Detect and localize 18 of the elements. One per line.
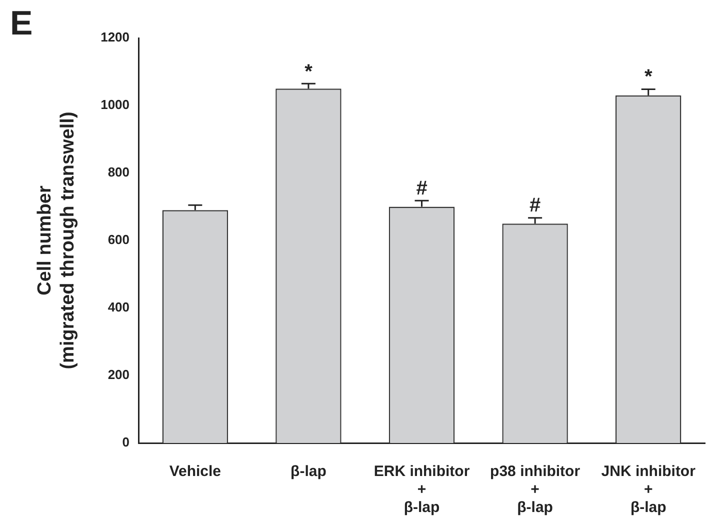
x-tick-label: ERK inhibitor + β-lap [374, 463, 470, 516]
x-tick-label: β-lap [290, 463, 326, 480]
text: E [10, 4, 33, 42]
annotation: # [529, 194, 541, 216]
y-tick-label: 600 [108, 232, 130, 248]
y-tick-label: 400 [108, 300, 130, 315]
y-tick-label: 1000 [100, 97, 130, 112]
x-tick-label: Vehicle [169, 463, 222, 480]
y-tick-label: 0 [122, 434, 130, 450]
annotation: # [416, 178, 428, 200]
y-axis-title: Cell number (migrated through transwell) [34, 112, 78, 370]
x-tick-label: p38 inhibitor + β-lap [490, 463, 580, 516]
annotation: * [304, 61, 313, 84]
y-tick-label: 1200 [100, 30, 130, 45]
x-tick-label: JNK inhibitor + β-lap [601, 463, 696, 516]
annotation: * [644, 66, 652, 88]
y-tick-label: 800 [108, 164, 130, 180]
y-tick-label: 200 [108, 367, 130, 382]
